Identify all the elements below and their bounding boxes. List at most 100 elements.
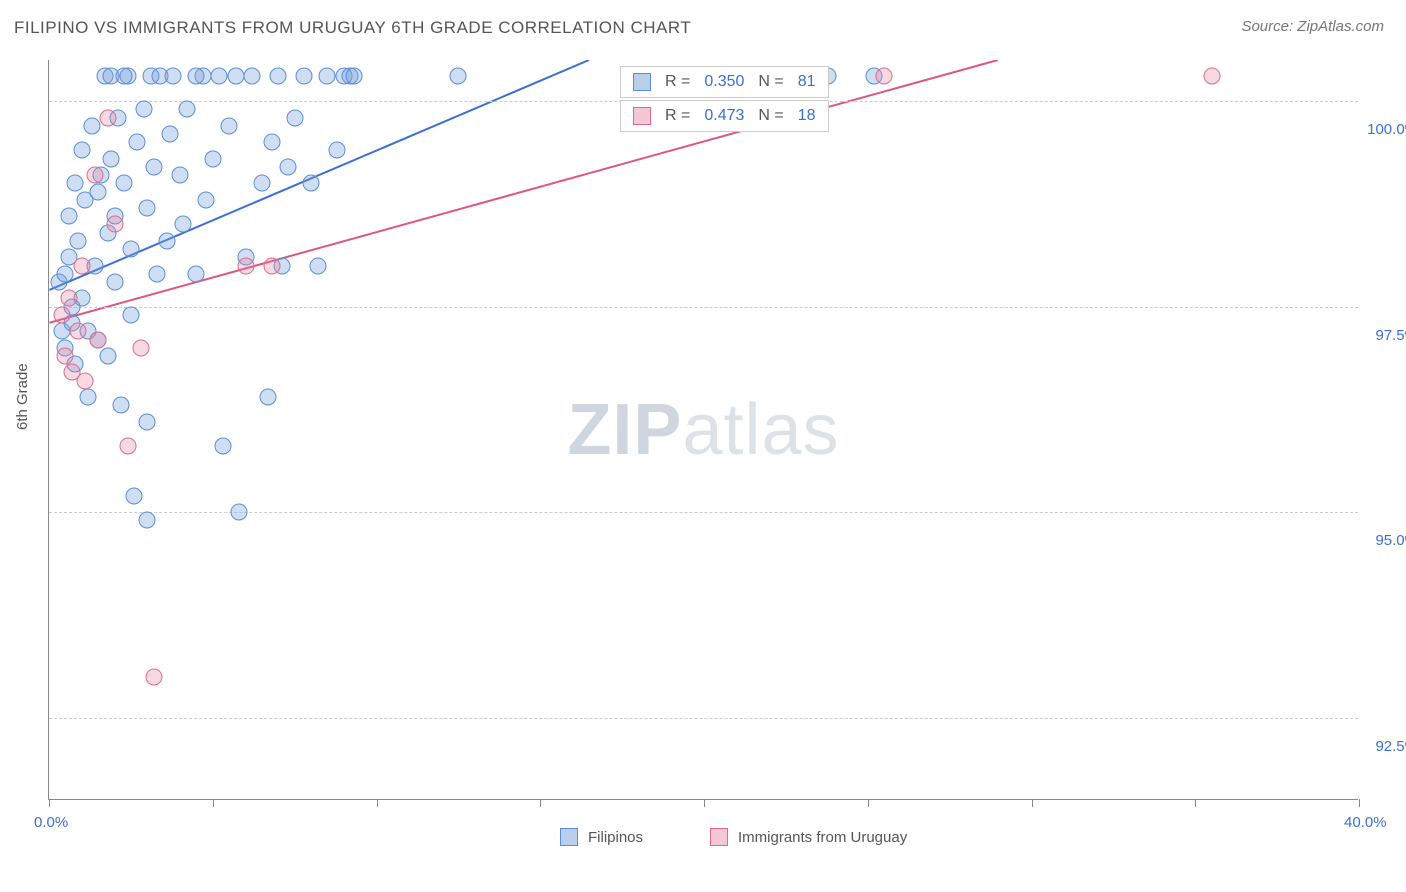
scatter-marker <box>116 175 133 192</box>
scatter-marker <box>188 68 205 85</box>
scatter-marker <box>122 306 139 323</box>
scatter-marker <box>345 68 362 85</box>
scatter-marker <box>86 167 103 184</box>
plot-area: ZIPatlas 92.5%95.0%97.5%100.0%0.0%40.0% <box>48 60 1358 800</box>
scatter-marker <box>129 134 146 151</box>
scatter-marker <box>57 348 74 365</box>
scatter-marker <box>1203 68 1220 85</box>
chart-source: Source: ZipAtlas.com <box>1241 18 1384 35</box>
ytick-label: 100.0% <box>1363 121 1406 138</box>
scatter-marker <box>119 438 136 455</box>
scatter-marker <box>214 438 231 455</box>
scatter-marker <box>230 504 247 521</box>
scatter-marker <box>139 512 156 529</box>
legend-r-value: 0.473 <box>704 107 744 125</box>
scatter-marker <box>145 668 162 685</box>
scatter-marker <box>296 68 313 85</box>
scatter-marker <box>237 257 254 274</box>
ytick-label: 97.5% <box>1363 327 1406 344</box>
scatter-marker <box>99 109 116 126</box>
scatter-marker <box>90 331 107 348</box>
scatter-marker <box>221 117 238 134</box>
scatter-marker <box>260 389 277 406</box>
legend-bottom-2: Immigrants from Uruguay <box>710 828 907 846</box>
scatter-marker <box>145 158 162 175</box>
scatter-marker <box>263 134 280 151</box>
trend-lines-svg <box>49 60 1358 799</box>
scatter-marker <box>178 101 195 118</box>
scatter-marker <box>263 257 280 274</box>
watermark: ZIPatlas <box>567 389 839 471</box>
scatter-marker <box>198 191 215 208</box>
legend-swatch-blue <box>633 73 651 91</box>
scatter-marker <box>211 68 228 85</box>
scatter-marker <box>286 109 303 126</box>
y-axis-label: 6th Grade <box>14 363 31 430</box>
scatter-marker <box>227 68 244 85</box>
scatter-marker <box>80 389 97 406</box>
scatter-marker <box>135 101 152 118</box>
scatter-marker <box>73 142 90 159</box>
scatter-marker <box>139 200 156 217</box>
scatter-marker <box>90 183 107 200</box>
scatter-marker <box>126 487 143 504</box>
legend-n-label: N = <box>758 107 783 125</box>
scatter-marker <box>70 232 87 249</box>
scatter-marker <box>132 339 149 356</box>
legend-swatch-pink <box>633 107 651 125</box>
ytick-label: 95.0% <box>1363 532 1406 549</box>
scatter-marker <box>204 150 221 167</box>
scatter-marker <box>70 323 87 340</box>
scatter-marker <box>280 158 297 175</box>
xtick <box>213 799 214 807</box>
scatter-marker <box>319 68 336 85</box>
scatter-marker <box>876 68 893 85</box>
xtick <box>1359 799 1360 807</box>
legend-bottom-label: Immigrants from Uruguay <box>738 829 907 846</box>
legend-r-label: R = <box>665 73 690 91</box>
scatter-marker <box>83 117 100 134</box>
scatter-marker <box>67 175 84 192</box>
scatter-marker <box>149 265 166 282</box>
watermark-right: atlas <box>682 390 839 470</box>
gridline <box>49 718 1358 719</box>
legend-n-value: 18 <box>798 107 816 125</box>
legend-top-row-1: R = 0.350 N = 81 <box>620 66 829 98</box>
legend-n-value: 81 <box>798 73 816 91</box>
scatter-marker <box>329 142 346 159</box>
xtick <box>540 799 541 807</box>
xtick-label: 0.0% <box>34 814 68 831</box>
scatter-marker <box>139 413 156 430</box>
ytick-label: 92.5% <box>1363 738 1406 755</box>
scatter-marker <box>103 150 120 167</box>
xtick <box>49 799 50 807</box>
watermark-left: ZIP <box>567 390 682 470</box>
xtick <box>868 799 869 807</box>
chart-title: FILIPINO VS IMMIGRANTS FROM URUGUAY 6TH … <box>14 18 691 38</box>
legend-swatch-blue <box>560 828 578 846</box>
legend-r-label: R = <box>665 107 690 125</box>
trend-line <box>49 60 997 323</box>
xtick <box>377 799 378 807</box>
scatter-marker <box>77 372 94 389</box>
scatter-marker <box>188 265 205 282</box>
scatter-marker <box>162 126 179 143</box>
scatter-marker <box>57 265 74 282</box>
legend-swatch-pink <box>710 828 728 846</box>
scatter-marker <box>113 397 130 414</box>
scatter-marker <box>106 274 123 291</box>
scatter-marker <box>122 241 139 258</box>
gridline <box>49 307 1358 308</box>
scatter-marker <box>175 216 192 233</box>
scatter-marker <box>99 348 116 365</box>
xtick <box>704 799 705 807</box>
scatter-marker <box>106 216 123 233</box>
scatter-marker <box>253 175 270 192</box>
scatter-marker <box>172 167 189 184</box>
scatter-marker <box>60 290 77 307</box>
scatter-marker <box>244 68 261 85</box>
scatter-marker <box>158 232 175 249</box>
scatter-marker <box>303 175 320 192</box>
legend-bottom-label: Filipinos <box>588 829 643 846</box>
scatter-marker <box>60 208 77 225</box>
